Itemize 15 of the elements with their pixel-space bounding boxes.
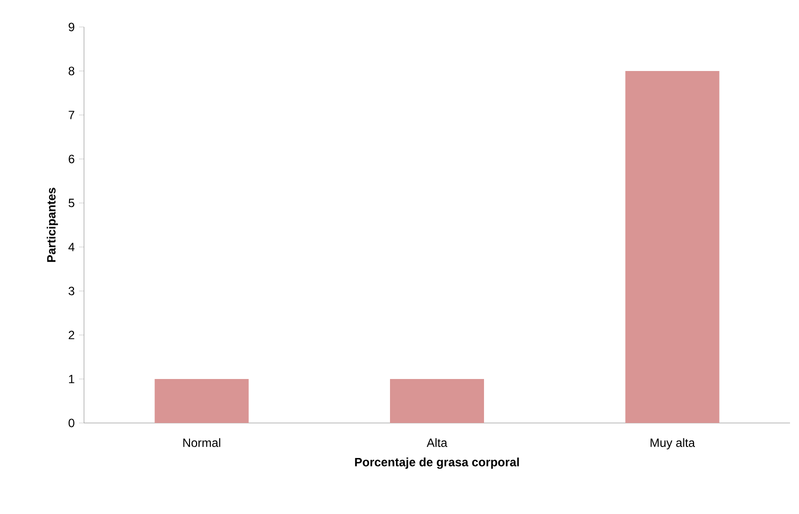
y-axis-title: Participantes [46,188,58,262]
x-tick-label: Muy alta [650,438,695,450]
y-tick-label: 2 [68,330,74,340]
y-tick-label: 5 [68,198,74,208]
y-tick-label: 8 [68,66,74,76]
x-axis-title: Porcentaje de grasa corporal [355,458,519,469]
x-tick-label: Normal [183,438,220,448]
y-tick-label: 0 [68,418,74,428]
y-tick-label: 4 [68,242,74,252]
y-tick-label: 1 [69,374,74,384]
y-tick-label: 7 [68,110,74,120]
y-tick-label: 6 [68,154,74,164]
x-tick-label: Alta [426,438,448,448]
y-tick-label: 9 [68,22,74,32]
y-tick-label: 3 [68,286,74,296]
